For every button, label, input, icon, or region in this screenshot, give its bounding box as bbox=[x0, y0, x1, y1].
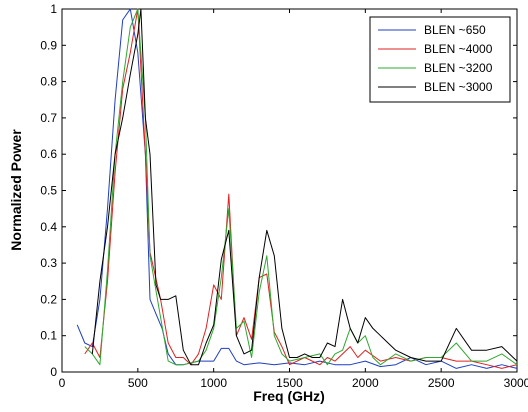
x-tick-label: 0 bbox=[59, 376, 66, 390]
x-tick-label: 2500 bbox=[428, 376, 455, 390]
x-tick-label: 500 bbox=[128, 376, 148, 390]
y-tick-label: 0.1 bbox=[40, 329, 57, 343]
x-tick-label: 2000 bbox=[352, 376, 379, 390]
y-tick-label: 0.7 bbox=[40, 111, 57, 125]
x-tick-label: 1500 bbox=[276, 376, 303, 390]
y-tick-label: 0.5 bbox=[40, 184, 57, 198]
legend-label-2: BLEN ~4000 bbox=[424, 42, 493, 56]
y-axis-title: Normalized Power bbox=[8, 129, 24, 251]
y-tick-label: 0.9 bbox=[40, 38, 57, 52]
x-axis-title: Freq (GHz) bbox=[253, 388, 325, 404]
y-tick-label: 0.3 bbox=[40, 256, 57, 270]
axis-ticks: 0 500 1000 1500 2000 2500 3000 0 0.1 0.2 0.3 0.4 0.5… bbox=[40, 2, 528, 390]
x-tick-label: 1000 bbox=[200, 376, 227, 390]
legend: BLEN ~650 BLEN ~4000 BLEN ~3200 BLEN ~3000 bbox=[369, 16, 511, 103]
legend-box bbox=[369, 16, 511, 103]
series-line-3 bbox=[84, 8, 518, 366]
legend-label-3: BLEN ~3200 bbox=[424, 61, 493, 75]
y-tick-label: 1 bbox=[50, 2, 57, 16]
x-tick-label: 3000 bbox=[504, 376, 528, 390]
y-tick-label: 0.4 bbox=[40, 220, 57, 234]
y-tick-label: 0.8 bbox=[40, 75, 57, 89]
series-lines bbox=[76, 8, 518, 369]
y-tick-label: 0.6 bbox=[40, 147, 57, 161]
series-line-4 bbox=[91, 8, 518, 366]
legend-label-4: BLEN ~3000 bbox=[424, 80, 493, 94]
y-tick-label: 0 bbox=[50, 365, 57, 379]
y-tick-label: 0.2 bbox=[40, 292, 57, 306]
series-line-1 bbox=[76, 8, 518, 369]
legend-label-1: BLEN ~650 bbox=[424, 23, 486, 37]
